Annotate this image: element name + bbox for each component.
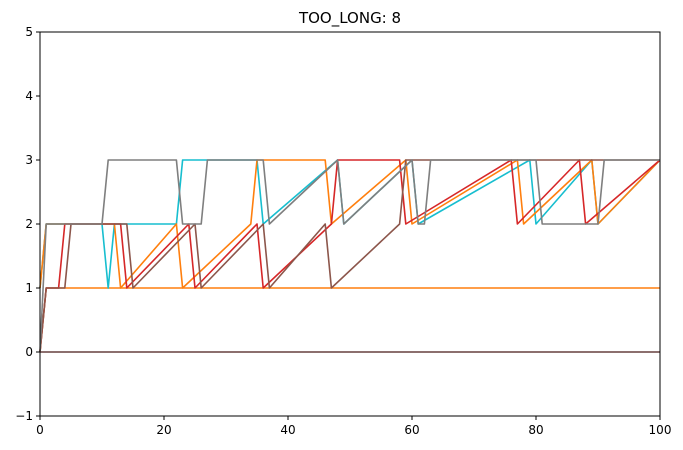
y-tick-label: −1 (15, 409, 33, 423)
y-tick-label: 5 (25, 25, 33, 39)
series-line-4 (39, 159, 661, 289)
series-line-7 (39, 159, 660, 353)
x-tick-label: 100 (649, 423, 672, 437)
chart-title: TOO_LONG: 8 (298, 9, 401, 28)
series-layer (39, 159, 661, 353)
y-tick-label: 0 (25, 345, 33, 359)
series-line-6 (39, 159, 660, 353)
x-tick-label: 0 (36, 423, 44, 437)
y-tick-label: 2 (25, 217, 33, 231)
x-tick-label: 20 (156, 423, 171, 437)
y-tick-label: 3 (25, 153, 33, 167)
x-tick-label: 60 (404, 423, 419, 437)
y-tick-label: 1 (25, 281, 33, 295)
x-tick-label: 40 (280, 423, 295, 437)
y-tick-label: 4 (25, 89, 33, 103)
series-line-3 (39, 159, 661, 289)
x-tick-label: 80 (528, 423, 543, 437)
